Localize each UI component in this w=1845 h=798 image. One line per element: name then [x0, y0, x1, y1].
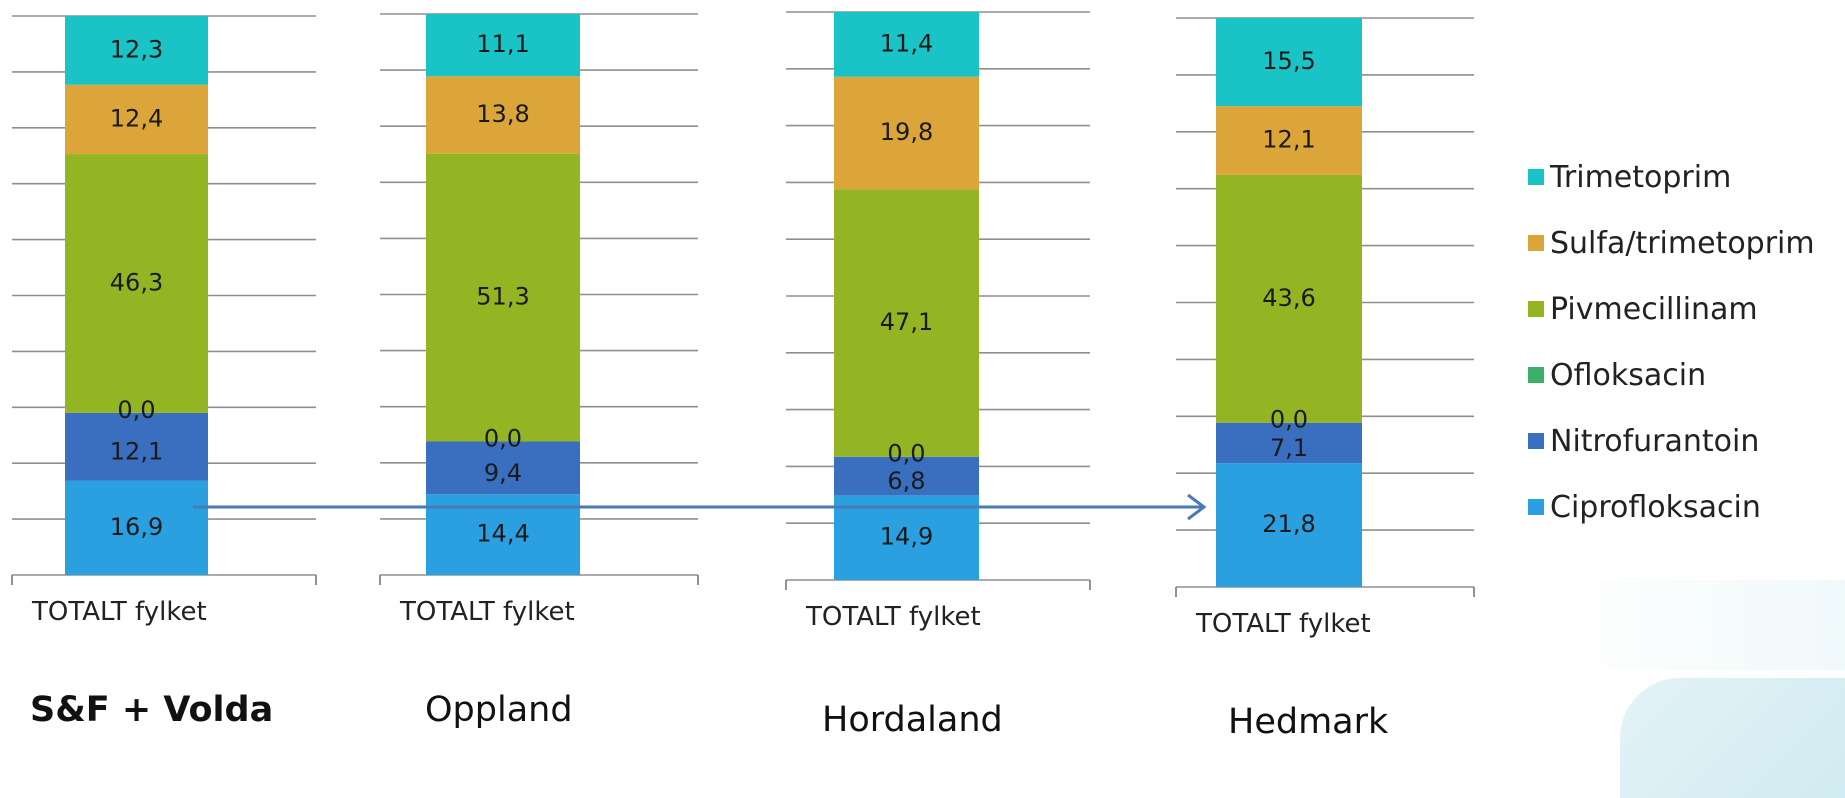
data-label-nitrofurantoin: 12,1: [110, 438, 163, 466]
bar-segment-sulfa-trimetoprim: [426, 76, 580, 154]
data-label-ofloksacin: 0,0: [484, 424, 522, 452]
region-label-hordaland: Hordaland: [822, 700, 1003, 740]
legend-swatch: [1528, 433, 1544, 449]
legend-item-trimetoprim: Trimetoprim: [1528, 144, 1815, 210]
data-label-ciprofloksacin: 16,9: [110, 513, 163, 541]
bar-segment-nitrofurantoin: [65, 412, 208, 481]
data-label-pivmecillinam: 46,3: [110, 268, 163, 296]
legend-label: Ciprofloksacin: [1550, 489, 1761, 525]
legend-label: Trimetoprim: [1550, 159, 1732, 195]
legend-label: Sulfa/trimetoprim: [1550, 225, 1815, 261]
legend-swatch: [1528, 367, 1544, 383]
data-label-pivmecillinam: 51,3: [476, 283, 529, 311]
legend-item-pivmecillinam: Pivmecillinam: [1528, 276, 1815, 342]
legend-item-sulfa-trimetoprim: Sulfa/trimetoprim: [1528, 210, 1815, 276]
data-label-ciprofloksacin: 14,4: [476, 520, 529, 548]
arrow-head: [1187, 493, 1207, 521]
bar-segment-ciprofloksacin: [834, 495, 979, 580]
decorative-shape: [1560, 580, 1845, 670]
data-label-ciprofloksacin: 21,8: [1262, 510, 1315, 538]
data-label-trimetoprim: 15,5: [1262, 47, 1315, 75]
legend-item-ciprofloksacin: Ciprofloksacin: [1528, 474, 1815, 540]
bar-segment-pivmecillinam: [834, 189, 979, 457]
region-label-oppland: Oppland: [425, 690, 573, 730]
data-label-nitrofurantoin: 7,1: [1270, 434, 1308, 462]
bar-segment-trimetoprim: [65, 16, 208, 85]
bar-segment-trimetoprim: [834, 12, 979, 77]
data-label-trimetoprim: 11,1: [476, 30, 529, 58]
bar-segment-nitrofurantoin: [834, 456, 979, 496]
chart-panel-s-f-volda: 16,9 12,1 0,0 46,3 12,4 12,3 TOTALT fylket: [11, 15, 317, 627]
legend-label: Pivmecillinam: [1550, 291, 1758, 327]
legend-label: Ofloksacin: [1550, 357, 1707, 393]
bar-segment-ciprofloksacin: [1216, 463, 1362, 587]
bar-segment-sulfa-trimetoprim: [1216, 106, 1362, 175]
bar-segment-sulfa-trimetoprim: [65, 84, 208, 155]
data-label-sulfa-trimetoprim: 12,4: [110, 104, 163, 132]
category-label: TOTALT fylket: [31, 597, 207, 627]
data-label-ofloksacin: 0,0: [887, 440, 925, 468]
bar-segment-nitrofurantoin: [426, 441, 580, 495]
data-label-nitrofurantoin: 9,4: [484, 459, 522, 487]
bar-segment-pivmecillinam: [1216, 174, 1362, 423]
category-label: TOTALT fylket: [399, 597, 575, 627]
data-label-ofloksacin: 0,0: [1270, 406, 1308, 434]
bar-segment-pivmecillinam: [65, 154, 208, 413]
data-label-nitrofurantoin: 6,8: [887, 467, 925, 495]
legend-label: Nitrofurantoin: [1550, 423, 1760, 459]
category-label: TOTALT fylket: [805, 602, 981, 632]
bar-segment-ciprofloksacin: [65, 480, 208, 575]
data-label-trimetoprim: 11,4: [880, 29, 933, 57]
legend-swatch: [1528, 301, 1544, 317]
data-label-sulfa-trimetoprim: 19,8: [880, 118, 933, 146]
chart-panel-hedmark: 21,8 7,10,0 43,6 12,1 15,5 TOTALT fylket: [1175, 17, 1475, 639]
decorative-corner: [1620, 678, 1845, 798]
legend-item-nitrofurantoin: Nitrofurantoin: [1528, 408, 1815, 474]
data-label-ofloksacin: 0,0: [117, 396, 155, 424]
region-label-s-f-volda: S&F + Volda: [30, 690, 274, 730]
data-label-trimetoprim: 12,3: [110, 35, 163, 63]
chart-panel-oppland: 14,4 9,4 0,0 51,3 13,8 11,1 TOTALT fylket: [379, 13, 699, 627]
legend-swatch: [1528, 235, 1544, 251]
legend-item-ofloksacin: Ofloksacin: [1528, 342, 1815, 408]
data-label-sulfa-trimetoprim: 12,1: [1262, 125, 1315, 153]
data-label-ciprofloksacin: 14,9: [880, 523, 933, 551]
category-label: TOTALT fylket: [1195, 609, 1371, 639]
bar-segment-nitrofurantoin: [1216, 422, 1362, 464]
chart-legend: Trimetoprim Sulfa/trimetoprim Pivmecillina…: [1528, 144, 1815, 540]
legend-swatch: [1528, 499, 1544, 515]
data-label-pivmecillinam: 47,1: [880, 308, 933, 336]
chart-panel-hordaland: 14,9 6,80,0 47,1 19,8 11,4 TOTALT fylket: [785, 11, 1091, 632]
bar-segment-pivmecillinam: [426, 153, 580, 442]
region-label-hedmark: Hedmark: [1228, 702, 1389, 742]
data-label-pivmecillinam: 43,6: [1262, 284, 1315, 312]
bar-segment-sulfa-trimetoprim: [834, 76, 979, 190]
bar-segment-trimetoprim: [1216, 18, 1362, 107]
bar-segment-trimetoprim: [426, 14, 580, 77]
legend-swatch: [1528, 169, 1544, 185]
data-label-sulfa-trimetoprim: 13,8: [476, 100, 529, 128]
